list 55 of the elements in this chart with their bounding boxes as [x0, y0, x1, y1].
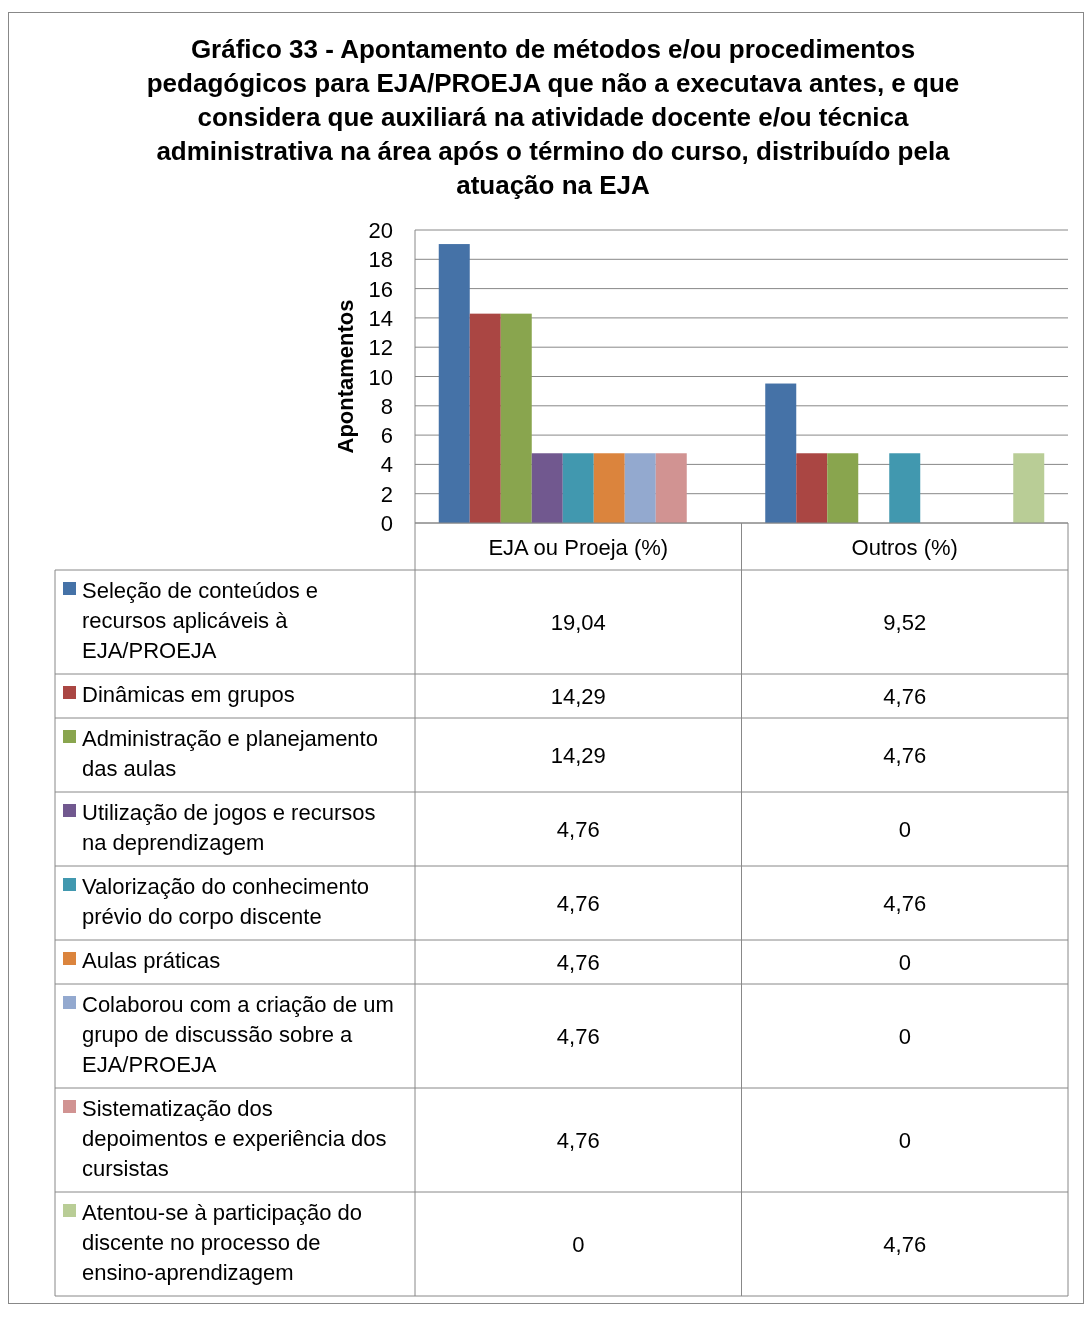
- y-tick-label: 14: [368, 305, 393, 331]
- y-tick-label: 20: [368, 218, 393, 243]
- data-label: 4,76: [556, 817, 600, 842]
- y-tick-label: 2: [380, 481, 393, 507]
- bar: [438, 244, 470, 523]
- bar: [765, 383, 797, 523]
- y-tick-label: 6: [380, 423, 393, 449]
- data-label: 4,76: [556, 950, 600, 975]
- bar: [562, 453, 594, 523]
- legend-label: Atentou-se à participação do discente no processo de ensino-aprendizagem: [82, 1200, 363, 1285]
- bar: [531, 453, 563, 523]
- legend-label: Sistematização dos depoimentos e experiência dos cursistas: [82, 1096, 387, 1181]
- data-label: 4,76: [883, 891, 927, 916]
- data-label: 14,29: [550, 743, 606, 768]
- bar: [1013, 453, 1045, 523]
- y-tick-label: 8: [380, 393, 393, 419]
- y-tick-label: 12: [368, 335, 393, 361]
- data-label: 4,76: [556, 891, 600, 916]
- y-tick-label: 18: [368, 247, 393, 273]
- data-label: 9,52: [883, 610, 927, 635]
- chart-title: Gráfico 33 - Apontamento de métodos e/ou procedimentos pedagógicos para EJA/PROEJA que não a executava antes, e que considera que auxiliará na atividade docente e/ou técnica administrativa na área após o término do curso, distribuído pela atuação na EJA: [146, 34, 960, 200]
- data-label: 0: [572, 1232, 585, 1257]
- bar: [500, 313, 532, 523]
- data-label: 4,76: [883, 684, 927, 709]
- data-label: 0: [898, 817, 911, 842]
- legend-label: Administração e planejamento das aulas: [82, 726, 378, 781]
- bar: [796, 453, 828, 523]
- legend-label: Colaborou com a criação de um grupo de discussão sobre a EJA/PROEJA: [82, 992, 394, 1077]
- legend-label: Valorização do conhecimento prévio do corpo discente: [82, 874, 369, 929]
- bar: [655, 453, 687, 523]
- data-label: 14,29: [550, 684, 606, 709]
- y-tick-label: 10: [368, 364, 393, 390]
- y-tick-label: 4: [380, 452, 393, 478]
- data-label: 19,04: [550, 610, 606, 635]
- data-label: 4,76: [883, 1232, 927, 1257]
- data-label: 0: [898, 1024, 911, 1049]
- y-tick-label: 0: [380, 511, 393, 536]
- data-label: 4,76: [883, 743, 927, 768]
- legend-label: Aulas práticas: [82, 948, 221, 973]
- y-tick-label: 16: [368, 276, 393, 302]
- data-label: 4,76: [556, 1024, 600, 1049]
- bar: [469, 313, 501, 523]
- data-label: 0: [898, 950, 911, 975]
- bar: [827, 453, 859, 523]
- legend-label: Utilização de jogos e recursos na deprendizagem: [82, 800, 376, 855]
- legend-label: Seleção de conteúdos e recursos aplicáveis à EJA/PROEJA: [82, 578, 319, 663]
- x-tick-label: Outros (%): [851, 535, 958, 560]
- bar: [889, 453, 921, 523]
- legend-label: Dinâmicas em grupos: [82, 682, 295, 707]
- bar: [593, 453, 625, 523]
- data-label: 0: [898, 1128, 911, 1153]
- x-tick-label: EJA ou Proeja (%): [488, 535, 669, 560]
- data-label: 4,76: [556, 1128, 600, 1153]
- bar: [624, 453, 656, 523]
- y-axis-title: Apontamentos: [333, 299, 358, 454]
